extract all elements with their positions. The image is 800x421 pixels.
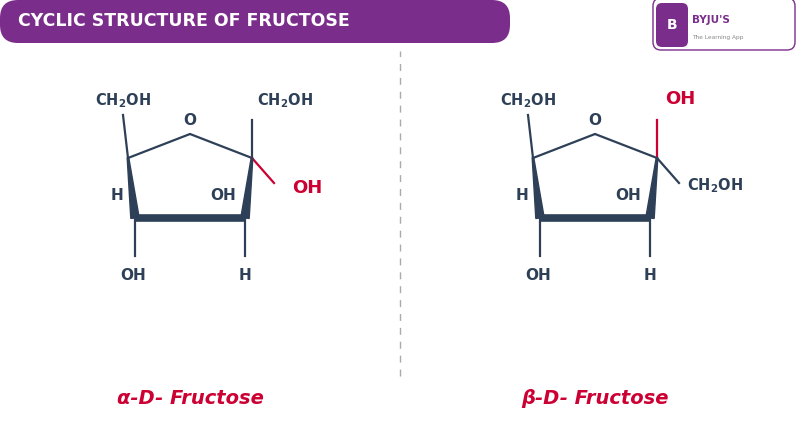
Text: β-D- Fructose: β-D- Fructose xyxy=(522,389,669,408)
Text: CYCLIC STRUCTURE OF FRUCTOSE: CYCLIC STRUCTURE OF FRUCTOSE xyxy=(18,13,350,30)
Text: $\mathregular{CH_2OH}$: $\mathregular{CH_2OH}$ xyxy=(257,91,313,110)
Text: $\mathregular{CH_2OH}$: $\mathregular{CH_2OH}$ xyxy=(95,91,151,110)
Text: H: H xyxy=(516,189,528,203)
Polygon shape xyxy=(241,158,253,218)
Text: OH: OH xyxy=(292,179,322,197)
Text: OH: OH xyxy=(120,268,146,283)
Polygon shape xyxy=(532,158,544,218)
Text: B: B xyxy=(666,18,678,32)
Text: OH: OH xyxy=(665,90,695,108)
Text: H: H xyxy=(110,189,123,203)
Text: OH: OH xyxy=(210,189,236,203)
Text: H: H xyxy=(644,268,656,283)
Text: The Learning App: The Learning App xyxy=(692,35,743,40)
FancyBboxPatch shape xyxy=(0,0,510,43)
Text: BYJU'S: BYJU'S xyxy=(692,15,730,25)
FancyBboxPatch shape xyxy=(656,3,688,47)
Text: O: O xyxy=(589,113,602,128)
Text: H: H xyxy=(238,268,251,283)
Text: $\mathregular{CH_2OH}$: $\mathregular{CH_2OH}$ xyxy=(687,177,743,195)
FancyBboxPatch shape xyxy=(653,0,795,50)
Text: OH: OH xyxy=(525,268,551,283)
Text: $\mathregular{CH_2OH}$: $\mathregular{CH_2OH}$ xyxy=(500,91,556,110)
Text: O: O xyxy=(183,113,197,128)
Text: OH: OH xyxy=(615,189,641,203)
Polygon shape xyxy=(127,158,139,218)
Polygon shape xyxy=(646,158,658,218)
Text: α-D- Fructose: α-D- Fructose xyxy=(117,389,263,408)
